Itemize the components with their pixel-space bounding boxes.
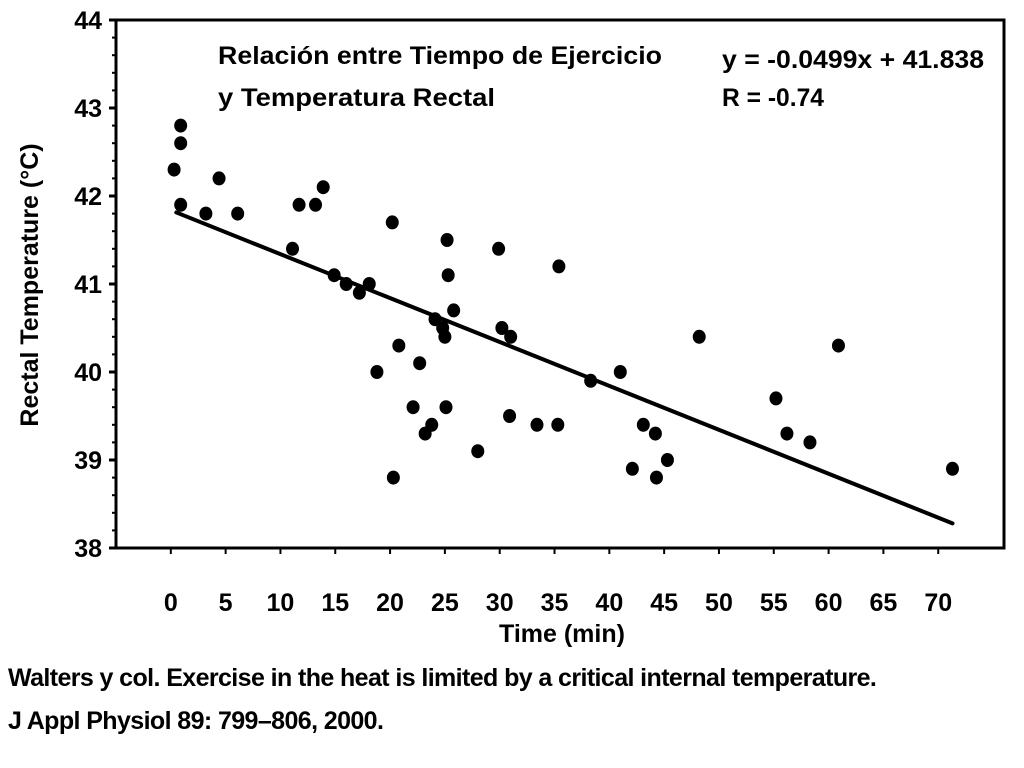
citation-line-1: Walters y col. Exercise in the heat is l… <box>8 664 877 692</box>
data-point <box>803 435 817 450</box>
data-point <box>504 329 518 344</box>
x-tick-label: 30 <box>486 589 514 617</box>
data-point <box>167 162 181 177</box>
data-point <box>471 444 485 459</box>
data-point <box>636 417 650 432</box>
data-point <box>660 453 674 467</box>
x-tick-label: 20 <box>376 589 404 617</box>
data-point <box>530 417 544 432</box>
data-point <box>439 400 453 415</box>
data-point <box>441 268 455 283</box>
data-point <box>309 197 323 212</box>
chart-title-line-1: Relación entre Tiempo de Ejercicio <box>218 42 662 70</box>
x-tick-label: 45 <box>650 589 678 617</box>
data-point <box>692 329 706 344</box>
data-point <box>231 206 245 221</box>
x-tick-label: 25 <box>431 589 459 617</box>
x-axis-label: Time (min) <box>499 620 625 648</box>
data-point <box>495 321 509 335</box>
data-point <box>392 338 406 353</box>
x-tick-label: 10 <box>267 589 295 617</box>
x-tick-label: 60 <box>815 589 843 617</box>
data-points <box>167 118 959 485</box>
data-point <box>649 470 663 485</box>
chart-title-line-2: y Temperatura Rectal <box>218 84 495 112</box>
data-point <box>174 197 188 212</box>
y-tick-label: 39 <box>74 447 102 475</box>
data-point <box>212 171 226 186</box>
data-point <box>386 470 400 485</box>
y-tick-label: 38 <box>74 535 102 563</box>
y-tick-label: 41 <box>74 271 102 299</box>
data-point <box>625 461 639 476</box>
data-point <box>286 241 300 256</box>
x-tick-label: 70 <box>924 589 952 617</box>
y-tick-label: 40 <box>74 359 102 387</box>
citation-line-2: J Appl Physiol 89: 799–806, 2000. <box>8 707 384 735</box>
data-point <box>199 206 213 221</box>
y-tick-label: 42 <box>74 183 102 211</box>
data-point <box>503 409 517 423</box>
trendline <box>174 210 955 526</box>
data-point <box>552 259 566 274</box>
data-point <box>174 136 188 151</box>
data-point <box>385 215 399 230</box>
y-axis-tick-labels: 38 39 40 41 42 43 44 <box>74 7 102 563</box>
trendline-group <box>174 210 955 526</box>
y-tick-label: 44 <box>74 7 102 35</box>
data-point <box>613 365 627 379</box>
x-tick-label: 65 <box>870 589 898 617</box>
data-point <box>425 417 439 432</box>
scatter-chart: 0 5 10 15 20 25 30 35 40 45 50 55 60 65 70 38 39 40 41 42 4… <box>16 7 1006 648</box>
data-point <box>831 338 845 353</box>
data-point <box>447 303 461 318</box>
y-axis-label: Rectal Temperature (°C) <box>16 143 44 426</box>
data-point <box>413 356 427 371</box>
x-tick-label: 0 <box>164 589 178 617</box>
x-axis-tick-labels: 0 5 10 15 20 25 30 35 40 45 50 55 60 65 70 <box>164 589 952 617</box>
data-point <box>438 329 452 344</box>
data-point <box>492 241 506 256</box>
x-tick-label: 35 <box>541 589 569 617</box>
data-point <box>370 365 384 379</box>
data-point <box>780 426 794 441</box>
tick-marks <box>109 18 940 554</box>
x-tick-label: 50 <box>705 589 733 617</box>
x-tick-label: 15 <box>321 589 349 617</box>
data-point <box>769 391 783 406</box>
data-point <box>316 180 330 195</box>
x-tick-label: 55 <box>760 589 788 617</box>
data-point <box>174 118 188 133</box>
data-point <box>945 461 959 476</box>
correlation-coefficient: R = -0.74 <box>722 84 824 112</box>
data-point <box>440 233 454 247</box>
x-tick-label: 5 <box>219 589 233 617</box>
data-point <box>406 400 420 415</box>
y-tick-label: 43 <box>74 95 102 123</box>
data-point <box>648 426 662 441</box>
data-point <box>292 197 306 212</box>
regression-equation: y = -0.0499x + 41.838 <box>722 46 984 74</box>
data-point <box>352 285 366 300</box>
data-point <box>551 417 565 432</box>
x-tick-label: 40 <box>595 589 623 617</box>
